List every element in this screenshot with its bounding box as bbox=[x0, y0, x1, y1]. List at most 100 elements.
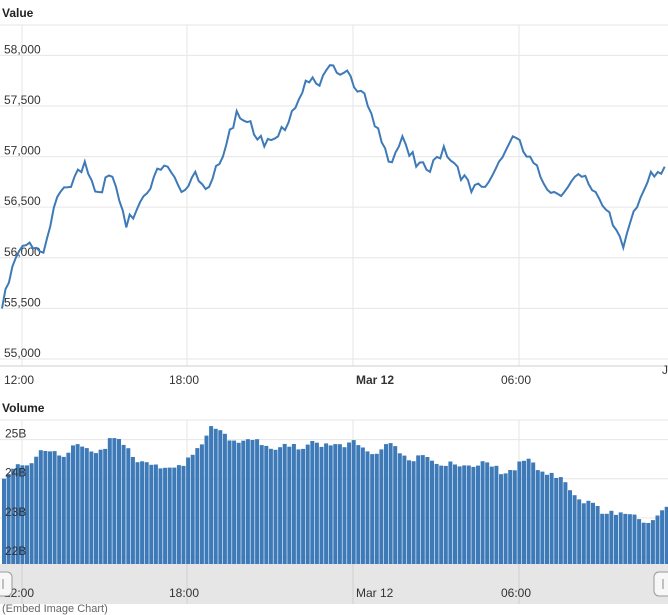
volume-bar bbox=[136, 462, 140, 564]
volume-bar bbox=[301, 449, 305, 564]
volume-bar bbox=[623, 514, 627, 564]
volume-bar bbox=[89, 452, 93, 565]
volume-bar bbox=[430, 461, 434, 564]
volume-bar bbox=[448, 462, 452, 565]
volume-bar bbox=[370, 454, 374, 564]
volume-bar bbox=[614, 515, 618, 564]
volume-bar bbox=[513, 470, 517, 564]
volume-bar bbox=[62, 457, 66, 564]
volume-bar bbox=[117, 439, 121, 564]
volume-bars bbox=[2, 426, 668, 564]
volume-bar bbox=[338, 444, 342, 564]
volume-bar bbox=[172, 468, 176, 564]
price-chart-title: Value bbox=[2, 6, 34, 20]
navigator-right-handle[interactable] bbox=[654, 572, 668, 596]
volume-bar bbox=[568, 490, 572, 564]
volume-bar bbox=[416, 455, 420, 564]
price-y-tick-label: 58,000 bbox=[4, 42, 41, 56]
volume-bar bbox=[591, 503, 595, 564]
volume-bar bbox=[214, 429, 218, 564]
volume-bar bbox=[444, 466, 448, 564]
volume-bar bbox=[660, 510, 664, 564]
volume-bar bbox=[246, 439, 250, 564]
navigator-tick-label: Mar 12 bbox=[356, 586, 394, 600]
volume-y-tick-label: 24B bbox=[5, 466, 26, 480]
volume-bar bbox=[633, 515, 637, 564]
volume-bar bbox=[186, 458, 190, 565]
volume-bar bbox=[527, 459, 531, 564]
volume-bar bbox=[112, 438, 116, 564]
volume-bar bbox=[439, 466, 443, 564]
volume-bar bbox=[85, 448, 89, 564]
volume-bar bbox=[274, 450, 278, 564]
volume-bar bbox=[600, 514, 604, 564]
volume-bar bbox=[195, 448, 199, 564]
price-y-tick-label: 57,500 bbox=[4, 93, 41, 107]
price-x-tick-label: 12:00 bbox=[4, 373, 34, 387]
volume-bar bbox=[53, 451, 57, 564]
volume-bar bbox=[232, 441, 236, 564]
volume-bar bbox=[642, 523, 646, 564]
volume-bar bbox=[122, 445, 126, 564]
volume-bar bbox=[499, 474, 503, 564]
volume-bar bbox=[481, 461, 485, 564]
volume-bar bbox=[563, 482, 567, 564]
volume-bar bbox=[462, 465, 466, 564]
volume-bar bbox=[99, 450, 103, 564]
volume-bar bbox=[550, 473, 554, 564]
volume-bar bbox=[228, 441, 232, 565]
volume-bar bbox=[573, 495, 577, 564]
volume-bar bbox=[191, 455, 195, 564]
volume-bar bbox=[356, 445, 360, 564]
volume-bar bbox=[34, 457, 38, 564]
volume-bar bbox=[310, 441, 314, 564]
volume-bar bbox=[540, 472, 544, 564]
volume-bar bbox=[596, 506, 600, 564]
footer-note: (Embed Image Chart) bbox=[2, 603, 108, 615]
volume-bar bbox=[108, 438, 112, 564]
volume-bar bbox=[71, 445, 75, 564]
volume-bar bbox=[30, 463, 34, 564]
volume-y-tick-label: 25B bbox=[5, 427, 26, 441]
volume-chart-title: Volume bbox=[2, 401, 45, 415]
volume-bar bbox=[278, 447, 282, 564]
volume-bar bbox=[80, 447, 84, 564]
volume-bar bbox=[559, 477, 563, 564]
volume-bar bbox=[389, 443, 393, 564]
volume-bar bbox=[324, 443, 328, 564]
volume-bar bbox=[260, 445, 264, 564]
volume-bar bbox=[315, 443, 319, 564]
volume-bar bbox=[393, 446, 397, 564]
volume-bar bbox=[402, 456, 406, 564]
volume-bar bbox=[407, 460, 411, 564]
volume-bar bbox=[467, 466, 471, 565]
volume-bar bbox=[333, 444, 337, 564]
volume-bar bbox=[251, 440, 255, 564]
volume-bar bbox=[508, 470, 512, 564]
volume-bar bbox=[66, 453, 70, 564]
volume-bar bbox=[517, 462, 521, 565]
volume-bar bbox=[255, 439, 259, 564]
volume-bar bbox=[545, 475, 549, 564]
volume-bar bbox=[347, 443, 351, 565]
volume-bar bbox=[421, 455, 425, 564]
volume-bar bbox=[218, 430, 222, 564]
volume-bar bbox=[352, 440, 356, 564]
volume-bar bbox=[577, 499, 581, 564]
volume-bar bbox=[435, 464, 439, 564]
price-y-tick-label: 57,000 bbox=[4, 144, 41, 158]
volume-bar bbox=[168, 468, 172, 564]
volume-bar bbox=[586, 501, 590, 564]
price-y-tick-label: 56,500 bbox=[4, 194, 41, 208]
price-x-tick-label: Mar 12 bbox=[356, 373, 394, 387]
volume-bar bbox=[297, 449, 301, 564]
volume-bar bbox=[366, 451, 370, 564]
volume-bar bbox=[269, 449, 273, 564]
price-x-tick-label: 06:00 bbox=[501, 373, 531, 387]
navigator-background bbox=[0, 564, 668, 604]
navigator-left-handle[interactable] bbox=[0, 572, 12, 596]
volume-bar bbox=[361, 448, 365, 565]
volume-bar bbox=[159, 468, 163, 564]
volume-bar bbox=[48, 451, 52, 564]
